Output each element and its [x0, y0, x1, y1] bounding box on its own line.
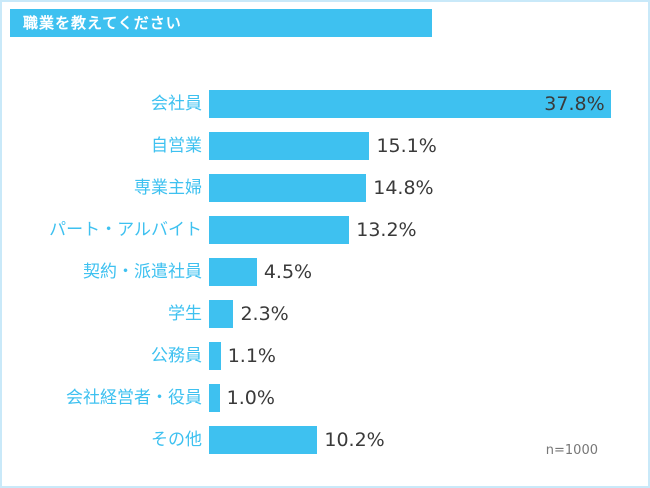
category-label: 学生	[168, 304, 202, 324]
category-label: 自営業	[151, 136, 202, 156]
bar-row: パート・アルバイト 13.2%	[12, 216, 634, 244]
bar-row: 学生 2.3%	[12, 300, 634, 328]
bar-track: 1.0%	[209, 384, 634, 412]
bar-track: 15.1%	[209, 132, 634, 160]
value-label: 2.3%	[240, 303, 289, 325]
bar	[209, 384, 220, 412]
bar-track: 1.1%	[209, 342, 634, 370]
bar	[209, 174, 367, 202]
category-label: 契約・派遣社員	[83, 262, 202, 282]
bar-row: 専業主婦 14.8%	[12, 174, 634, 202]
bar	[209, 132, 370, 160]
bar-row: 自営業 15.1%	[12, 132, 634, 160]
bar-row: 会社経営者・役員 1.0%	[12, 384, 634, 412]
bar-row: 会社員 37.8%	[12, 90, 634, 118]
value-label: 13.2%	[356, 219, 417, 241]
value-label: 14.8%	[373, 177, 434, 199]
category-label: その他	[151, 430, 202, 450]
sample-size-note: n=1000	[545, 443, 598, 458]
bar	[209, 342, 221, 370]
bar-row: 契約・派遣社員 4.5%	[12, 258, 634, 286]
bar: 37.8%	[209, 90, 611, 118]
bar-chart: 会社員 37.8% 自営業 15.1% 専業主婦 14.8% パート・アルバイト 13.2% 契…	[12, 90, 634, 468]
category-label: 会社経営者・役員	[66, 388, 202, 408]
bar	[209, 300, 234, 328]
category-label: 専業主婦	[134, 178, 202, 198]
value-label: 37.8%	[544, 93, 605, 115]
category-label: 公務員	[151, 346, 202, 366]
bar	[209, 426, 318, 454]
value-label: 1.1%	[227, 345, 276, 367]
bar-track: 10.2%	[209, 426, 634, 454]
value-label: 15.1%	[376, 135, 437, 157]
value-label: 4.5%	[263, 261, 313, 283]
value-label: 10.2%	[324, 429, 385, 451]
bar	[209, 258, 257, 286]
chart-title-banner: 職業を教えてください	[10, 9, 432, 37]
bar-track: 37.8%	[209, 90, 634, 118]
bar	[209, 216, 350, 244]
value-label: 1.0%	[226, 387, 275, 409]
bar-row: その他 10.2%	[12, 426, 634, 454]
category-label: 会社員	[151, 94, 202, 114]
bar-track: 14.8%	[209, 174, 634, 202]
bar-track: 4.5%	[209, 258, 634, 286]
bar-row: 公務員 1.1%	[12, 342, 634, 370]
chart-title: 職業を教えてください	[23, 14, 182, 32]
category-label: パート・アルバイト	[49, 220, 202, 240]
bar-track: 13.2%	[209, 216, 634, 244]
bar-track: 2.3%	[209, 300, 634, 328]
